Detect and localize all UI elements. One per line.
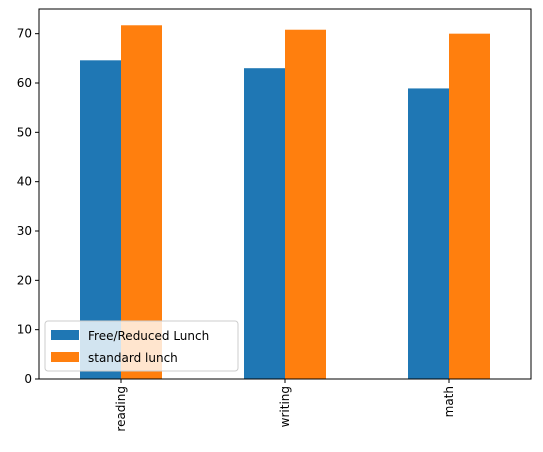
- bar-math-1: [408, 88, 449, 380]
- bars-layer: [80, 25, 490, 380]
- legend-swatch: [51, 352, 79, 362]
- bar-math-2: [449, 33, 490, 380]
- y-tick-label: 20: [17, 273, 32, 287]
- y-tick-label: 50: [17, 125, 32, 139]
- y-tick-label: 10: [17, 323, 32, 337]
- bar-writing-1: [244, 68, 285, 379]
- legend: Free/Reduced Lunch standard lunch: [44, 320, 239, 372]
- x-tick-label: reading: [114, 386, 128, 432]
- y-tick-label: 40: [17, 175, 32, 189]
- bar-reading-2: [121, 25, 162, 380]
- x-tick-label: writing: [278, 386, 292, 427]
- x-tick-label: math: [442, 386, 456, 417]
- x-axis: reading writing math: [114, 379, 456, 432]
- y-tick-label: 70: [17, 27, 32, 41]
- y-axis: 0 10 20 30 40 50 60 70: [17, 27, 39, 386]
- legend-box: [44, 320, 239, 372]
- y-tick-label: 30: [17, 224, 32, 238]
- legend-label: standard lunch: [88, 351, 178, 365]
- y-tick-label: 60: [17, 76, 32, 90]
- legend-label: Free/Reduced Lunch: [88, 329, 209, 343]
- legend-swatch: [51, 330, 79, 340]
- bar-writing-2: [285, 29, 326, 379]
- y-tick-label: 0: [24, 372, 32, 386]
